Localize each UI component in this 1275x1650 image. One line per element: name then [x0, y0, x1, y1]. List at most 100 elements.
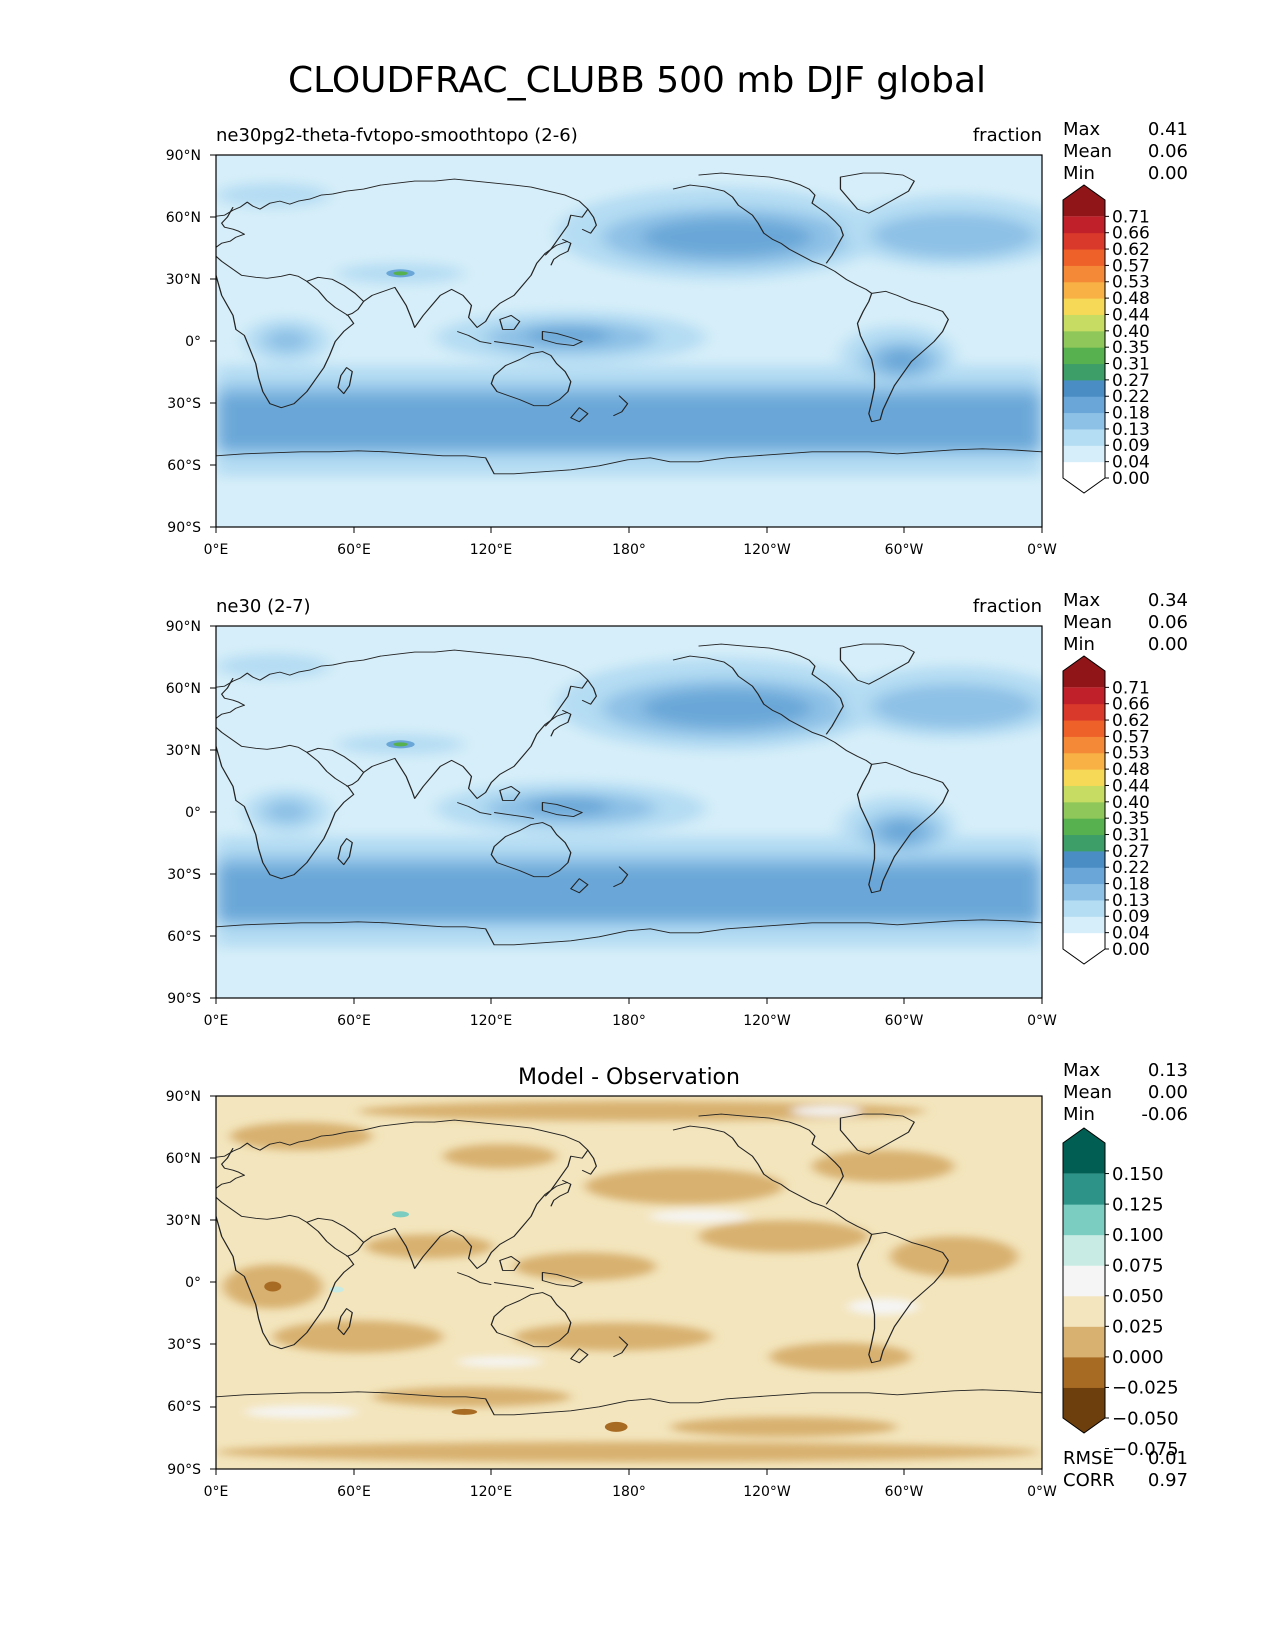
lon-tick-label: 60°W — [885, 542, 924, 558]
colorbar-tick-label: 0.27 — [1112, 371, 1150, 391]
panel-3-lat-axis: 90°N 60°N 30°N 0° 30°S 60°S 90°S — [166, 1089, 216, 1478]
panel-2-stats: Max Mean Min 0.34 0.06 0.00 — [1063, 590, 1188, 655]
colorbar-swatch — [1063, 216, 1105, 234]
colorbar-swatch — [1063, 818, 1105, 836]
stat-value: 0.34 — [1148, 590, 1188, 611]
metric-value: 0.01 — [1148, 1448, 1188, 1469]
lat-tick-label: 30°S — [167, 396, 201, 412]
lat-tick-label: 90°S — [167, 991, 201, 1007]
lat-tick-label: 90°N — [166, 148, 201, 164]
lat-tick-label: 60°S — [167, 929, 201, 945]
panel-3-map — [216, 1096, 1042, 1469]
lon-tick-label: 0°E — [204, 542, 229, 558]
colorbar-tick-label: −0.050 — [1112, 1408, 1179, 1429]
panel-1-colorbar: 0.710.660.620.570.530.480.440.400.350.31… — [1062, 184, 1150, 494]
panel-3: Model - Observation 90°N 60°N 30°N 0° 30… — [166, 1060, 1188, 1500]
lon-tick-label: 180° — [612, 1484, 646, 1500]
panel-1-left-title: ne30pg2-theta-fvtopo-smoothtopo (2-6) — [216, 125, 578, 146]
stat-label: Mean — [1063, 141, 1112, 162]
colorbar-swatch — [1063, 1356, 1105, 1388]
lon-tick-label: 60°E — [337, 1013, 371, 1029]
colorbar-swatch — [1063, 867, 1105, 885]
colorbar-swatch — [1063, 850, 1105, 868]
colorbar-swatch — [1063, 834, 1105, 852]
stat-value: 0.00 — [1148, 163, 1188, 184]
colorbar-swatch — [1063, 720, 1105, 737]
colorbar-swatch — [1063, 1234, 1105, 1266]
colorbar-tick-label: −0.025 — [1112, 1378, 1179, 1399]
lat-tick-label: 60°S — [167, 1399, 201, 1415]
colorbar-swatch — [1063, 379, 1105, 397]
colorbar-swatch — [1063, 1173, 1105, 1205]
stat-label: Max — [1063, 1060, 1101, 1081]
lat-tick-label: 30°N — [166, 743, 201, 759]
colorbar-swatch — [1063, 703, 1105, 721]
lat-tick-label: 0° — [185, 334, 201, 350]
panel-2-left-title: ne30 (2-7) — [216, 596, 311, 617]
metric-value: 0.97 — [1148, 1470, 1188, 1491]
colorbar-tick-label: 0.35 — [1112, 338, 1150, 358]
lon-tick-label: 0°E — [204, 1484, 229, 1500]
colorbar-tick-label: 0.48 — [1112, 760, 1150, 780]
stat-value: -0.06 — [1141, 1104, 1188, 1125]
lon-tick-label: 0°W — [1027, 542, 1057, 558]
stat-label: Min — [1063, 1104, 1095, 1125]
colorbar-swatch — [1063, 265, 1105, 283]
colorbar-tick-label: 0.22 — [1112, 387, 1150, 407]
colorbar-tick-label: 0.44 — [1112, 305, 1150, 325]
panel-3-colorbar: 0.150 0.125 0.100 0.075 0.050 0.025 0.000 −0.02… — [1062, 1127, 1179, 1460]
panel-3-stats: Max Mean Min 0.13 0.00 -0.06 — [1063, 1060, 1188, 1125]
colorbar-tick-label: 0.35 — [1112, 809, 1150, 829]
colorbar-swatch — [1063, 1128, 1105, 1174]
stat-value: 0.06 — [1148, 141, 1188, 162]
colorbar-tick-label: 0.04 — [1112, 453, 1150, 473]
colorbar-swatch — [1063, 1265, 1105, 1297]
colorbar-swatch — [1063, 461, 1105, 493]
colorbar-tick-label: 0.22 — [1112, 858, 1150, 878]
stat-label: Mean — [1063, 1082, 1112, 1103]
stat-value: 0.13 — [1148, 1060, 1188, 1081]
lon-tick-label: 60°E — [337, 542, 371, 558]
lat-tick-label: 90°N — [166, 1089, 201, 1105]
lat-tick-label: 30°N — [166, 1213, 201, 1229]
panel-2-lon-axis: 0°E 60°E 120°E 180° 120°W 60°W 0°W — [204, 998, 1057, 1029]
colorbar-swatch — [1063, 330, 1105, 348]
colorbar-swatch — [1063, 363, 1105, 381]
panel-1-stats: Max Mean Min 0.41 0.06 0.00 — [1063, 119, 1188, 184]
stat-label: Max — [1063, 590, 1101, 611]
lat-tick-label: 90°N — [166, 619, 201, 635]
colorbar-swatch — [1063, 899, 1105, 917]
colorbar-tick-label: 0.44 — [1112, 776, 1150, 796]
panel-2-right-title: fraction — [973, 596, 1042, 617]
lon-tick-label: 60°W — [885, 1013, 924, 1029]
panel-2: ne30 (2-7) fraction 90°N 60°N 30°N 0° 30… — [166, 590, 1188, 1029]
colorbar-swatch — [1063, 396, 1105, 414]
lon-tick-label: 0°W — [1027, 1013, 1057, 1029]
metric-label: RMSE — [1063, 1448, 1114, 1469]
panel-3-center-title: Model - Observation — [518, 1065, 740, 1090]
colorbar-swatch — [1063, 298, 1105, 315]
lon-tick-label: 120°E — [470, 1484, 513, 1500]
panel-1-right-title: fraction — [973, 125, 1042, 146]
panel-2-colorbar: 0.710.660.620.570.530.480.440.400.350.31… — [1062, 655, 1150, 965]
colorbar-swatch — [1063, 752, 1105, 770]
lon-tick-label: 60°E — [337, 1484, 371, 1500]
colorbar-swatch — [1063, 1204, 1105, 1236]
colorbar-tick-label: 0.62 — [1112, 711, 1150, 731]
colorbar-tick-label: 0.18 — [1112, 875, 1150, 895]
colorbar-tick-label: 0.09 — [1112, 907, 1150, 927]
stat-label: Mean — [1063, 612, 1112, 633]
colorbar-tick-label: 0.71 — [1112, 207, 1150, 227]
colorbar-swatch — [1063, 412, 1105, 430]
colorbar-swatch — [1063, 801, 1105, 819]
colorbar-tick-label: 0.025 — [1112, 1317, 1164, 1338]
panel-1: ne30pg2-theta-fvtopo-smoothtopo (2-6) fr… — [166, 119, 1188, 558]
colorbar-swatch — [1063, 249, 1105, 266]
stat-label: Min — [1063, 634, 1095, 655]
panel-2-map — [216, 626, 1042, 998]
lon-tick-label: 120°E — [470, 1013, 513, 1029]
colorbar-tick-label: 0.13 — [1112, 891, 1150, 911]
lat-tick-label: 60°N — [166, 210, 201, 226]
colorbar-tick-label: 0.04 — [1112, 924, 1150, 944]
